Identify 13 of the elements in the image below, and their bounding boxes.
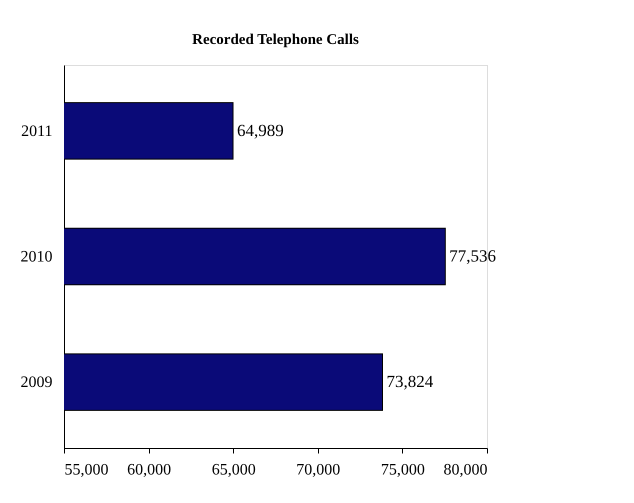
data-label: 73,824 — [386, 372, 434, 392]
x-tick-label: 70,000 — [296, 462, 340, 478]
x-tick-label: 65,000 — [212, 462, 256, 478]
y-tick-label: 2010 — [20, 248, 52, 266]
x-tick-label: 60,000 — [127, 462, 172, 478]
y-tick-label: 2009 — [20, 374, 52, 392]
x-tick-label: 55,000 — [64, 462, 108, 478]
x-tick-label: 75,000 — [380, 462, 425, 478]
data-label: 64,989 — [237, 120, 284, 140]
data-label: 77,536 — [449, 246, 496, 266]
y-tick-label: 2011 — [21, 122, 52, 140]
chart-title: Recorded Telephone Calls — [192, 32, 359, 48]
x-tick-label: 80,000 — [444, 462, 488, 478]
